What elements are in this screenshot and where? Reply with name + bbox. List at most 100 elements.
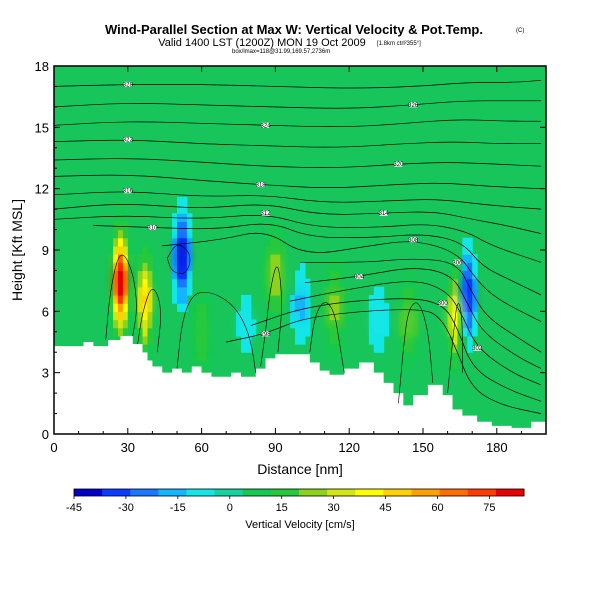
- theta-label-text: 326: [408, 103, 419, 109]
- velocity-cell: [186, 213, 193, 222]
- colorbar-swatch: [242, 489, 272, 496]
- velocity-cell: [147, 311, 153, 321]
- velocity-cell: [186, 254, 193, 263]
- theta-label-text: 310: [147, 226, 158, 232]
- velocity-cell: [152, 311, 158, 321]
- velocity-cell: [462, 237, 468, 247]
- velocity-cell: [462, 327, 468, 337]
- x-tick-label: 30: [121, 440, 135, 455]
- velocity-cell: [172, 229, 178, 239]
- colorbar-swatch: [102, 489, 131, 496]
- theta-label-text: 298: [261, 332, 272, 338]
- velocity-cell: [127, 278, 134, 288]
- velocity-cell: [108, 237, 114, 247]
- velocity-cell: [300, 335, 306, 345]
- theta-contour-300: [250, 298, 542, 402]
- theta-label-318: 318: [256, 182, 266, 189]
- velocity-cell: [177, 221, 183, 231]
- colorbar-swatch: [299, 489, 328, 496]
- velocity-cell: [147, 278, 153, 288]
- velocity-cell: [260, 270, 267, 280]
- velocity-cell: [265, 311, 272, 321]
- velocity-cell: [329, 335, 336, 345]
- y-tick-label: 9: [42, 243, 49, 258]
- velocity-cell: [280, 311, 286, 321]
- velocity-cell: [142, 344, 149, 353]
- velocity-cell: [339, 270, 345, 280]
- velocity-cell: [172, 237, 178, 247]
- theta-contour-322: [54, 139, 542, 148]
- velocity-cell: [467, 245, 473, 255]
- velocity-cell: [117, 327, 124, 337]
- velocity-cell: [324, 278, 331, 288]
- velocity-cell: [324, 335, 331, 345]
- velocity-cell: [383, 319, 390, 329]
- velocity-cell: [270, 237, 276, 247]
- velocity-cell: [447, 294, 454, 304]
- velocity-cell: [186, 229, 193, 239]
- theta-label-text: 324: [261, 123, 272, 129]
- velocity-cell: [280, 229, 286, 239]
- velocity-cell: [132, 278, 139, 288]
- velocity-cell: [408, 294, 414, 304]
- velocity-cell: [403, 270, 409, 280]
- velocity-cell: [275, 319, 281, 329]
- velocity-cell: [137, 311, 144, 321]
- velocity-cell: [113, 213, 119, 222]
- velocity-cell: [334, 262, 340, 272]
- velocity-cell: [142, 254, 149, 263]
- velocity-cell: [403, 286, 409, 296]
- velocity-cell: [403, 360, 409, 370]
- velocity-cell: [117, 294, 124, 304]
- velocity-cell: [147, 344, 153, 353]
- colorbar-tick-label: 75: [483, 502, 495, 514]
- theta-contour-316: [54, 191, 542, 210]
- velocity-cell: [378, 344, 385, 353]
- velocity-cell: [462, 319, 468, 329]
- velocity-cell: [413, 286, 419, 296]
- theta-contour-326: [54, 100, 542, 109]
- velocity-cell: [265, 286, 272, 296]
- velocity-cell: [398, 352, 404, 361]
- velocity-cell: [413, 344, 419, 353]
- velocity-cell: [472, 294, 478, 304]
- velocity-cell: [324, 319, 331, 329]
- velocity-cell: [329, 352, 336, 361]
- velocity-cell: [186, 270, 193, 280]
- theta-label-bg: [123, 81, 132, 87]
- velocity-cell: [108, 303, 114, 312]
- velocity-cell: [137, 245, 144, 255]
- velocity-cell: [177, 286, 183, 296]
- velocity-cell: [295, 335, 301, 345]
- velocity-cell: [290, 303, 296, 312]
- velocity-cell: [280, 245, 286, 255]
- velocity-cell: [472, 303, 478, 312]
- velocity-cell: [191, 344, 198, 353]
- velocity-cell: [373, 286, 380, 296]
- velocity-cell: [181, 294, 188, 304]
- velocity-cell: [280, 270, 286, 280]
- velocity-cell: [329, 327, 336, 337]
- theta-label-text: 308: [408, 238, 419, 244]
- theta-label-310: 310: [147, 225, 158, 232]
- updraft-core: [401, 303, 416, 340]
- velocity-cell: [447, 262, 454, 272]
- velocity-cell: [127, 262, 134, 272]
- w-contour: [309, 302, 345, 373]
- velocity-cell: [462, 245, 468, 255]
- velocity-cell: [275, 245, 281, 255]
- velocity-cell: [447, 278, 454, 288]
- theta-label-298: 298: [261, 331, 272, 338]
- velocity-cell: [117, 319, 124, 329]
- colorbar-frame: [73, 488, 525, 497]
- velocity-cell: [329, 254, 336, 263]
- velocity-cell: [132, 262, 139, 272]
- velocity-cell: [383, 311, 390, 321]
- velocity-cell: [260, 286, 267, 296]
- velocity-cell: [413, 335, 419, 345]
- velocity-cell: [467, 262, 473, 272]
- velocity-cell: [329, 262, 336, 272]
- velocity-cell: [142, 237, 149, 247]
- velocity-cell: [113, 303, 119, 312]
